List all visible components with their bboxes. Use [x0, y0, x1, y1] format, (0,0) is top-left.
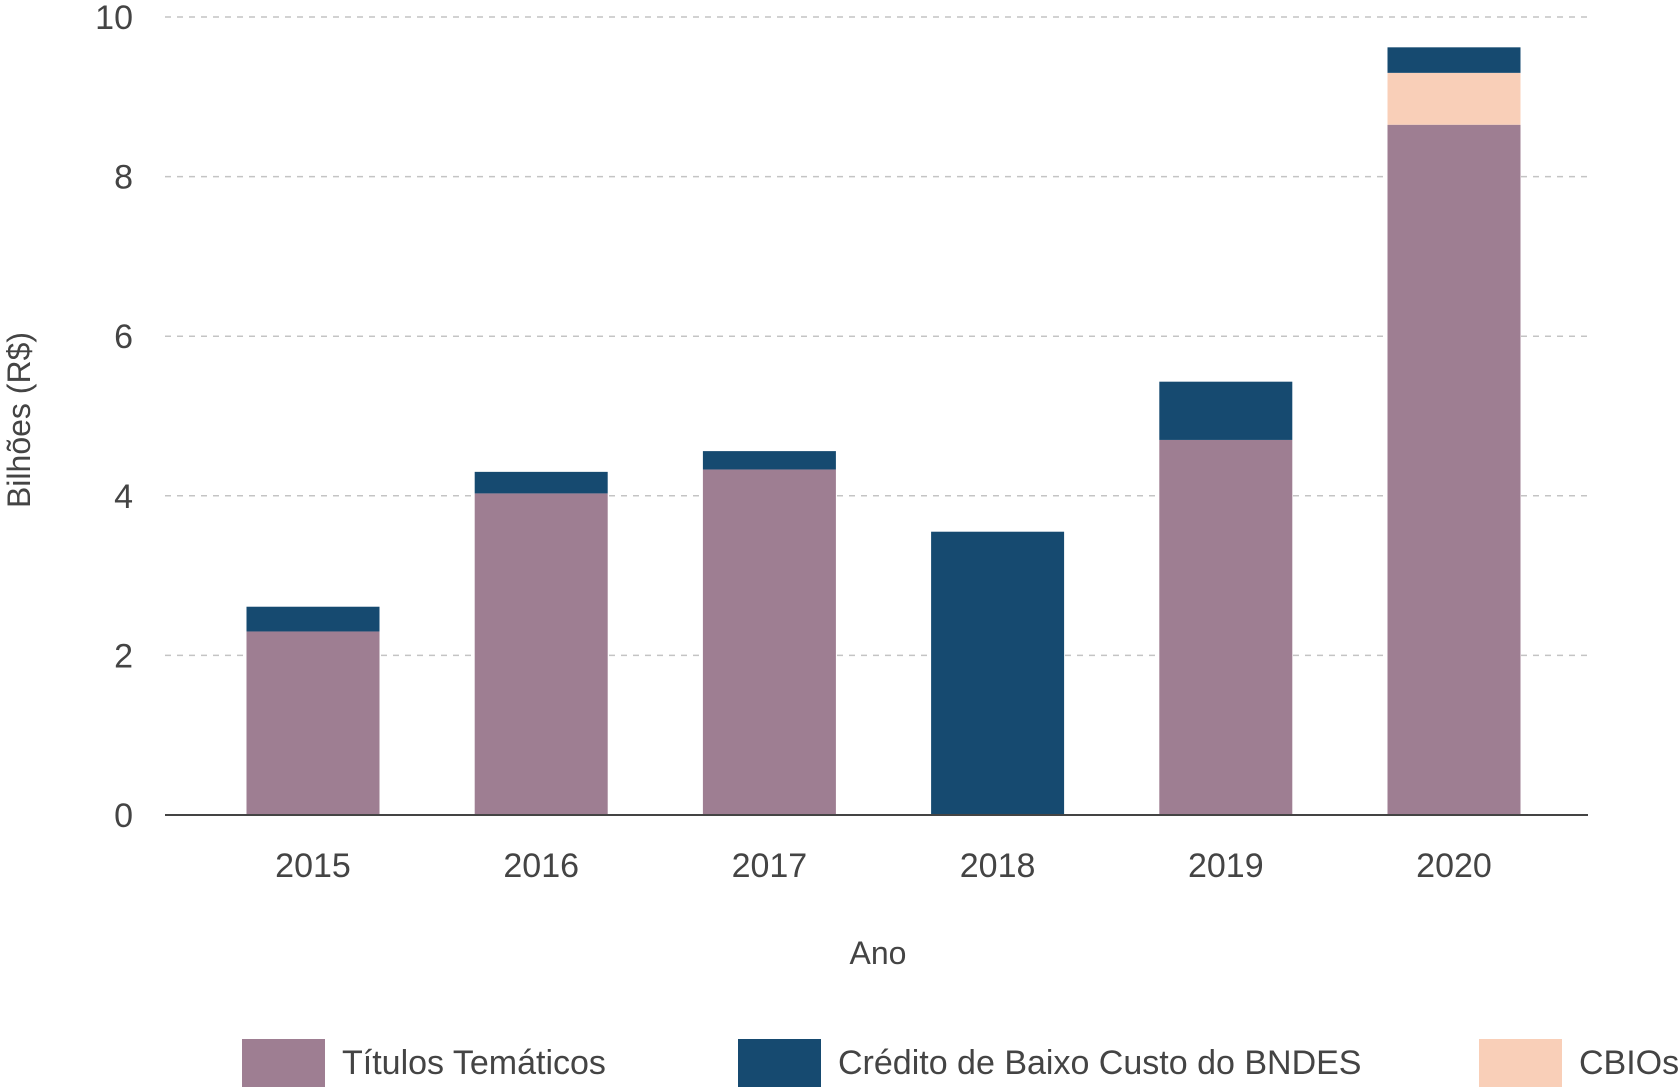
bar-segment — [702, 469, 836, 815]
y-tick-label: 8 — [114, 159, 133, 197]
legend-swatch — [242, 1039, 325, 1087]
legend: Títulos Temáticos Crédito de Baixo Custo … — [242, 1039, 1678, 1087]
y-tick-label: 0 — [114, 797, 133, 835]
y-axis-title: Bilhões (R$) — [1, 332, 37, 508]
bar-segment — [702, 451, 836, 470]
x-tick-label: 2020 — [1416, 847, 1492, 885]
y-tick-label: 10 — [95, 0, 133, 37]
bars — [246, 47, 1521, 816]
x-axis-title: Ano — [850, 935, 907, 971]
x-tick-label: 2017 — [732, 847, 808, 885]
bar-segment — [931, 531, 1065, 815]
axes: 0 2 4 6 8 10 2015 2016 2017 2018 2019 2020 — [95, 0, 1588, 885]
legend-swatch — [1479, 1039, 1562, 1087]
gridlines — [165, 16, 1588, 657]
y-tick-label: 4 — [114, 478, 133, 516]
bar-segment — [1159, 381, 1293, 440]
y-tick-label: 6 — [114, 318, 133, 356]
x-tick-label: 2015 — [275, 847, 351, 885]
x-tick-label: 2016 — [503, 847, 579, 885]
bar-segment — [1387, 124, 1521, 816]
bar-segment — [1159, 439, 1293, 815]
x-tick-label: 2019 — [1188, 847, 1264, 885]
legend-label: Crédito de Baixo Custo do BNDES — [838, 1044, 1361, 1082]
bar-segment — [246, 606, 380, 632]
legend-label: Títulos Temáticos — [342, 1044, 606, 1082]
y-tick-label: 2 — [114, 637, 133, 675]
bar-segment — [474, 471, 608, 494]
bar-segment — [1387, 47, 1521, 73]
x-tick-label: 2018 — [960, 847, 1036, 885]
legend-label: CBIOs — [1579, 1044, 1678, 1082]
bar-segment — [1387, 72, 1521, 125]
bar-segment — [474, 493, 608, 815]
bar-segment — [246, 631, 380, 815]
legend-swatch — [738, 1039, 821, 1087]
